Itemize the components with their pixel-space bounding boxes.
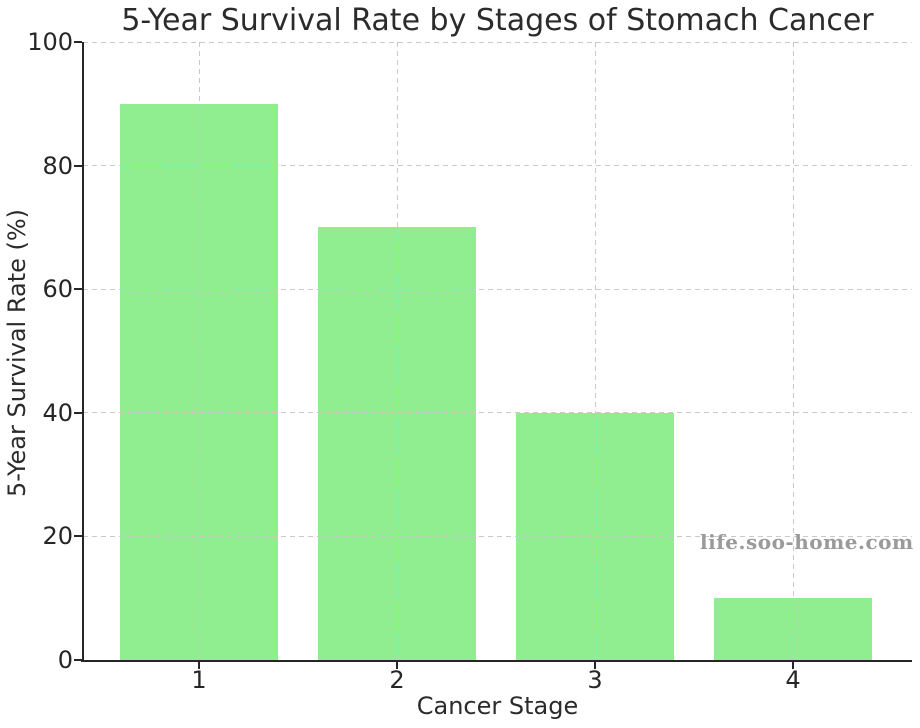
h-gridline-20 bbox=[83, 535, 912, 537]
x-axis-spine bbox=[81, 659, 912, 662]
y-tick-mark-60 bbox=[74, 288, 82, 291]
y-tick-mark-20 bbox=[74, 535, 82, 538]
x-tick-label-1: 1 bbox=[191, 666, 207, 694]
y-tick-mark-80 bbox=[74, 164, 82, 167]
y-axis-spine bbox=[82, 42, 84, 661]
x-tick-mark-3 bbox=[594, 661, 596, 669]
h-gridline-80 bbox=[83, 165, 912, 167]
x-tick-label-3: 3 bbox=[587, 666, 603, 694]
y-tick-mark-40 bbox=[74, 411, 82, 414]
y-tick-mark-100 bbox=[74, 41, 82, 43]
v-gridline-3 bbox=[595, 42, 596, 660]
plot-area: 0 20 40 60 80 100 1 2 3 4 bbox=[27, 28, 912, 694]
h-gridline-100 bbox=[83, 41, 912, 43]
x-tick-label-4: 4 bbox=[785, 666, 801, 694]
v-gridline-1 bbox=[199, 42, 200, 660]
x-tick-label-2: 2 bbox=[389, 666, 405, 694]
y-tick-label-40: 40 bbox=[42, 398, 73, 427]
y-axis-label: 5-Year Survival Rate (%) bbox=[3, 208, 31, 498]
y-tick-label-60: 60 bbox=[42, 275, 73, 304]
x-tick-mark-2 bbox=[396, 661, 398, 669]
x-tick-mark-1 bbox=[198, 661, 200, 669]
y-tick-label-80: 80 bbox=[42, 151, 73, 180]
x-axis-label: Cancer Stage bbox=[416, 692, 579, 720]
y-tick-label-0: 0 bbox=[57, 646, 73, 674]
h-gridline-40 bbox=[83, 412, 912, 414]
v-gridline-4 bbox=[793, 42, 794, 660]
y-tick-label-20: 20 bbox=[42, 522, 73, 551]
h-gridline-60 bbox=[83, 288, 912, 290]
chart-title: 5-Year Survival Rate by Stages of Stomac… bbox=[121, 3, 874, 38]
x-tick-mark-4 bbox=[792, 661, 794, 669]
watermark: life.soo-home.com bbox=[700, 530, 914, 554]
y-tick-label-100: 100 bbox=[27, 28, 73, 56]
y-tick-mark-0 bbox=[74, 659, 82, 661]
v-gridline-2 bbox=[397, 42, 398, 660]
